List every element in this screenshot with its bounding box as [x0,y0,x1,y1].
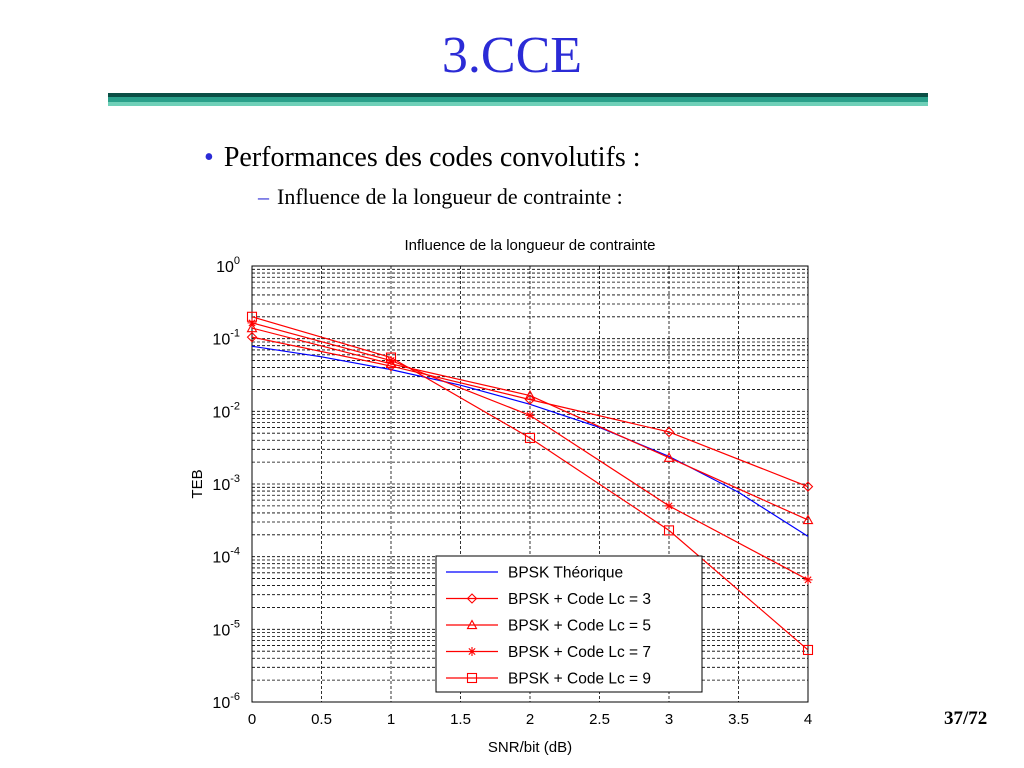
chart-title: Influence de la longueur de contrainte [404,237,655,254]
x-axis-label: SNR/bit (dB) [488,739,572,756]
plot-frame [251,265,809,703]
bullet-level-1: • Performances des codes convolutifs : [204,142,641,174]
legend-box [435,555,703,693]
data-point-diamond [663,426,675,438]
bullet-level-2-text: Influence de la longueur de contrainte : [277,184,623,209]
y-tick-label: 10-4 [212,546,240,567]
data-point-square [466,672,478,684]
chart-series [246,311,814,656]
data-point-diamond [524,394,536,405]
chart-legend: BPSK Théorique BPSK + Code Lc = 3 BPSK + C… [435,555,703,693]
data-point-triangle [246,322,258,333]
y-tick-label: 100 [216,255,240,276]
x-tick-label: 0.5 [311,711,332,728]
x-tick-label: 2 [526,711,534,728]
data-point-square [802,644,814,656]
star-stroke [526,411,534,419]
legend-label: BPSK + Code Lc = 3 [508,591,651,608]
y-axis-label: TEB [189,469,206,498]
data-point-star [247,318,257,328]
ber-chart: 0 0.5 1 1.5 2 2.5 3 3.5 4 100 10-1 10-2 10-3 10-4 10-5… [189,237,814,756]
data-point-triangle [802,514,814,525]
star-stroke [804,576,812,584]
x-tick-label: 2.5 [589,711,610,728]
data-point-square [246,311,258,322]
y-tick-label: 10-6 [212,691,240,712]
legend-label: BPSK Théorique [508,565,623,582]
star-stroke [665,502,673,510]
x-tick-label: 4 [804,711,812,728]
page-number: 37/72 [944,708,988,729]
data-point-triangle [663,452,675,462]
x-tick-label: 1.5 [450,711,471,728]
legend-label: BPSK + Code Lc = 7 [508,644,651,661]
x-tick-label: 3.5 [728,711,749,728]
data-point-square [663,525,675,536]
data-point-square [385,352,397,363]
y-tick-label: 10-1 [212,328,240,349]
series-line [251,327,809,521]
series-line [251,316,809,651]
slide-title: 3.CCE [441,27,583,84]
data-point-triangle [524,389,536,400]
data-point-star [664,501,674,511]
data-point-triangle [466,619,478,630]
y-tick-label: 10-5 [212,618,240,639]
data-point-square [524,432,536,444]
legend-label: BPSK + Code Lc = 5 [508,618,651,635]
legend-label: BPSK + Code Lc = 9 [508,671,651,688]
y-tick-label: 10-2 [212,400,240,421]
bullet-dash-icon: – [258,184,269,209]
star-stroke [468,647,476,656]
data-point-star [525,410,535,420]
x-tick-label: 0 [248,711,256,728]
data-point-star [467,647,477,656]
bullet-level-1-text: Performances des codes convolutifs : [223,142,641,173]
data-point-diamond [802,481,814,492]
data-point-diamond [246,331,258,343]
x-tick-label: 1 [387,711,395,728]
x-tick-label: 3 [665,711,673,728]
bullet-level-2: – Influence de la longueur de contrainte … [258,184,623,210]
title-underline-rule [108,93,928,106]
bullet-dot-icon: • [204,142,214,173]
data-point-diamond [466,593,478,604]
chart-ticks: 0 0.5 1 1.5 2 2.5 3 3.5 4 100 10-1 10-2 10-3 10-4 10-5… [212,255,812,728]
y-tick-label: 10-3 [212,473,240,494]
data-point-star [803,575,813,585]
